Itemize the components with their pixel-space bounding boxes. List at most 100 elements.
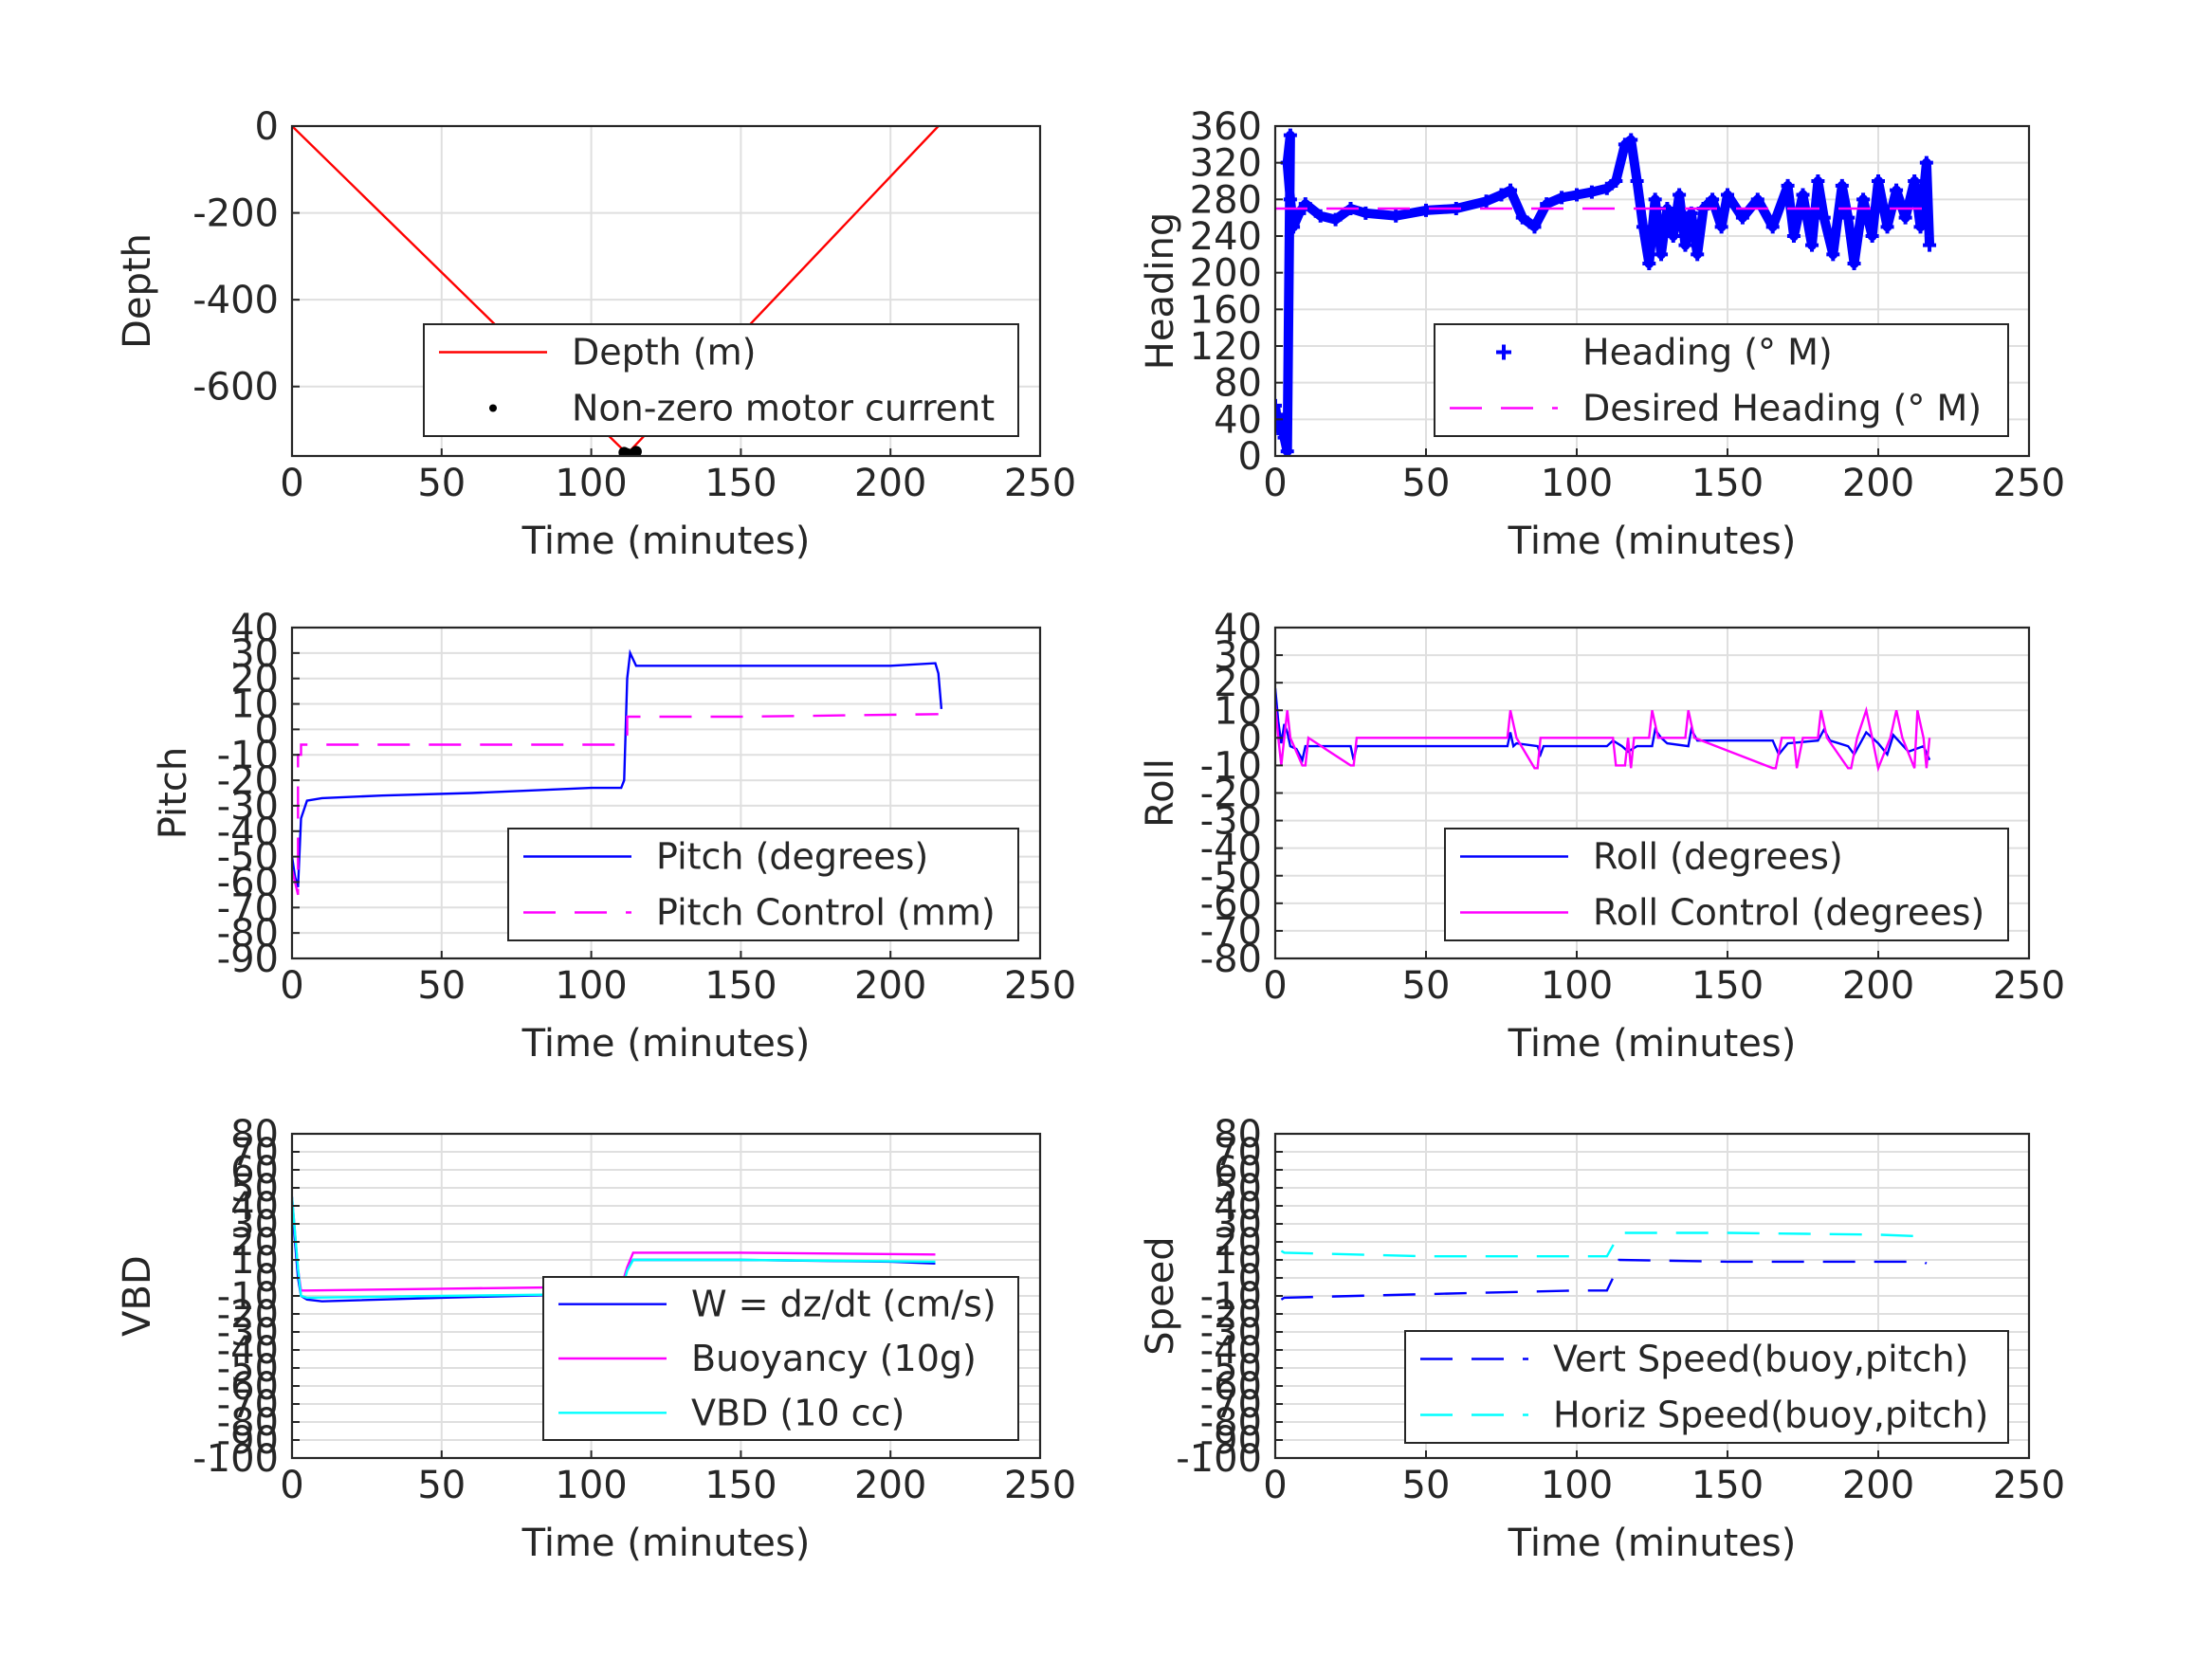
chart-heading: 0 50 100 150 200 2500408012016020024028032036… [1139,105,2065,563]
pitch-ytick-label-12: -80 [217,912,279,956]
speed-ytick-label-1: 70 [1214,1131,1262,1175]
speed-ytick-label-17: -90 [1200,1419,1262,1463]
heading-x-axis-label: Time (minutes) [1508,520,1797,563]
heading-xtick-label-0: 0 [1263,462,1287,505]
vbd-legend-label-2: VBD (10 cc) [691,1392,905,1433]
depth-xtick-label-3: 150 [704,462,777,505]
heading-legend-label-0: Heading (° M) [1582,332,1833,374]
vbd-legend: W = dz/dt (cm/s) Buoyancy (10g) VBD (10 cc… [542,1276,1019,1441]
speed-ytick-label-9: -10 [1200,1275,1262,1319]
heading-xtick-label-1: 50 [1402,462,1451,505]
roll-legend: Roll (degrees) Roll Control (degrees) [1444,828,2009,941]
speed-plot-area [1280,1231,1928,1301]
pitch-ytick-label-6: -20 [217,759,279,803]
vbd-y-axis-label: VBD [116,1255,159,1337]
heading-ytick-label-6: 240 [1190,215,1262,259]
pitch-legend-label-0: Pitch (degrees) [656,836,928,878]
speed-ytick-label-6: 20 [1214,1221,1262,1265]
speed-ytick-label-5: 30 [1214,1203,1262,1247]
pitch-xtick-label-2: 100 [555,964,627,1008]
vbd-ytick-label-7: 10 [230,1239,279,1283]
roll-xtick-label-1: 50 [1402,964,1451,1008]
vbd-ytick-label-5: 30 [230,1203,279,1247]
roll-y-axis-label: Roll [1139,758,1182,828]
heading-ytick-label-8: 320 [1190,142,1262,186]
speed-ytick-label-13: -50 [1200,1347,1262,1391]
depth-ytick-label-0: 0 [255,105,279,149]
depth-legend-label-0: Depth (m) [572,332,757,374]
heading-ytick-label-7: 280 [1190,178,1262,222]
heading-ytick-label-1: 40 [1214,398,1262,442]
pitch-ytick-label-8: -40 [217,811,279,854]
depth-series-1 [618,446,642,456]
roll-ytick-label-6: -20 [1200,773,1262,816]
roll-ytick-label-9: -50 [1200,855,1262,899]
depth-axes-frame [290,124,1042,458]
roll-series-1 [1275,704,1931,773]
speed-ytick-label-12: -40 [1200,1329,1262,1373]
heading-xtick-label-5: 250 [1993,462,2065,505]
pitch-series-0 [292,648,943,888]
speed-ytick-label-3: 50 [1214,1167,1262,1211]
chart-pitch: 0 50 100 150 200 250403020100-10-20-30-40-50-… [152,607,1076,1066]
heading-ytick-label-5: 200 [1190,252,1262,296]
vbd-legend-label-1: Buoyancy (10g) [691,1338,977,1379]
heading-ytick-label-3: 120 [1190,325,1262,369]
speed-xtick-label-1: 50 [1402,1464,1451,1507]
speed-ytick-label-14: -60 [1200,1365,1262,1409]
speed-ytick-label-15: -70 [1200,1383,1262,1427]
pitch-ytick-label-7: -30 [217,785,279,829]
pitch-xtick-label-5: 250 [1004,964,1076,1008]
speed-legend-box [1404,1330,2009,1444]
heading-legend-marker-0 [1496,344,1511,360]
vbd-ytick-label-15: -70 [217,1383,279,1427]
pitch-ytick-label-13: -90 [217,938,279,981]
speed-legend-label-1: Horiz Speed(buoy,pitch) [1553,1395,1988,1436]
pitch-ytick-label-5: -10 [217,734,279,777]
heading-legend-box [1434,323,2009,437]
depth-x-axis-label: Time (minutes) [521,520,811,563]
vbd-ytick-label-3: 50 [230,1167,279,1211]
pitch-legend-label-1: Pitch Control (mm) [656,892,996,934]
roll-legend-box [1444,828,2009,941]
roll-ytick-label-12: -80 [1200,938,1262,981]
speed-series-0 [1280,1258,1928,1301]
vbd-ytick-label-1: 70 [230,1131,279,1175]
roll-ytick-label-3: 10 [1214,689,1262,733]
depth-ytick-label-3: -600 [192,366,279,410]
pitch-ytick-label-1: 30 [230,632,279,676]
depth-legend-box [423,323,1019,437]
speed-legend: Vert Speed(buoy,pitch) Horiz Speed(buoy,p… [1404,1330,2009,1444]
speed-ytick-label-11: -30 [1200,1311,1262,1355]
roll-x-axis-label: Time (minutes) [1508,1022,1797,1066]
vbd-ytick-label-13: -50 [217,1347,279,1391]
vbd-xtick-label-4: 200 [854,1464,926,1507]
heading-axes-frame [1273,124,2031,458]
depth-xtick-label-0: 0 [280,462,303,505]
roll-xtick-label-2: 100 [1541,964,1613,1008]
vbd-xtick-label-1: 50 [417,1464,466,1507]
heading-xtick-label-2: 100 [1541,462,1613,505]
heading-ytick-label-2: 80 [1214,362,1262,406]
vbd-xtick-label-2: 100 [555,1464,627,1507]
pitch-ytick-label-10: -60 [217,861,279,904]
vbd-ytick-label-17: -90 [217,1419,279,1463]
roll-ytick-label-1: 30 [1214,634,1262,678]
speed-xtick-label-3: 150 [1691,1464,1764,1507]
roll-ytick-label-11: -70 [1200,910,1262,954]
pitch-legend-box [507,828,1019,941]
vbd-xtick-label-0: 0 [280,1464,303,1507]
pitch-ytick-label-4: 0 [255,708,279,752]
roll-ytick-label-7: -30 [1200,800,1262,844]
vbd-xtick-label-3: 150 [704,1464,777,1507]
chart-roll: 0 50 100 150 200 250403020100-10-20-30-40-50-… [1139,607,2065,1066]
pitch-xtick-label-3: 150 [704,964,777,1008]
depth-xtick-label-5: 250 [1004,462,1076,505]
roll-plot-area [1275,687,1931,773]
pitch-xtick-label-0: 0 [280,964,303,1008]
depth-xtick-label-1: 50 [417,462,466,505]
speed-legend-label-0: Vert Speed(buoy,pitch) [1553,1339,1968,1380]
vbd-ytick-label-0: 80 [230,1113,279,1157]
pitch-axes-frame [290,626,1042,960]
